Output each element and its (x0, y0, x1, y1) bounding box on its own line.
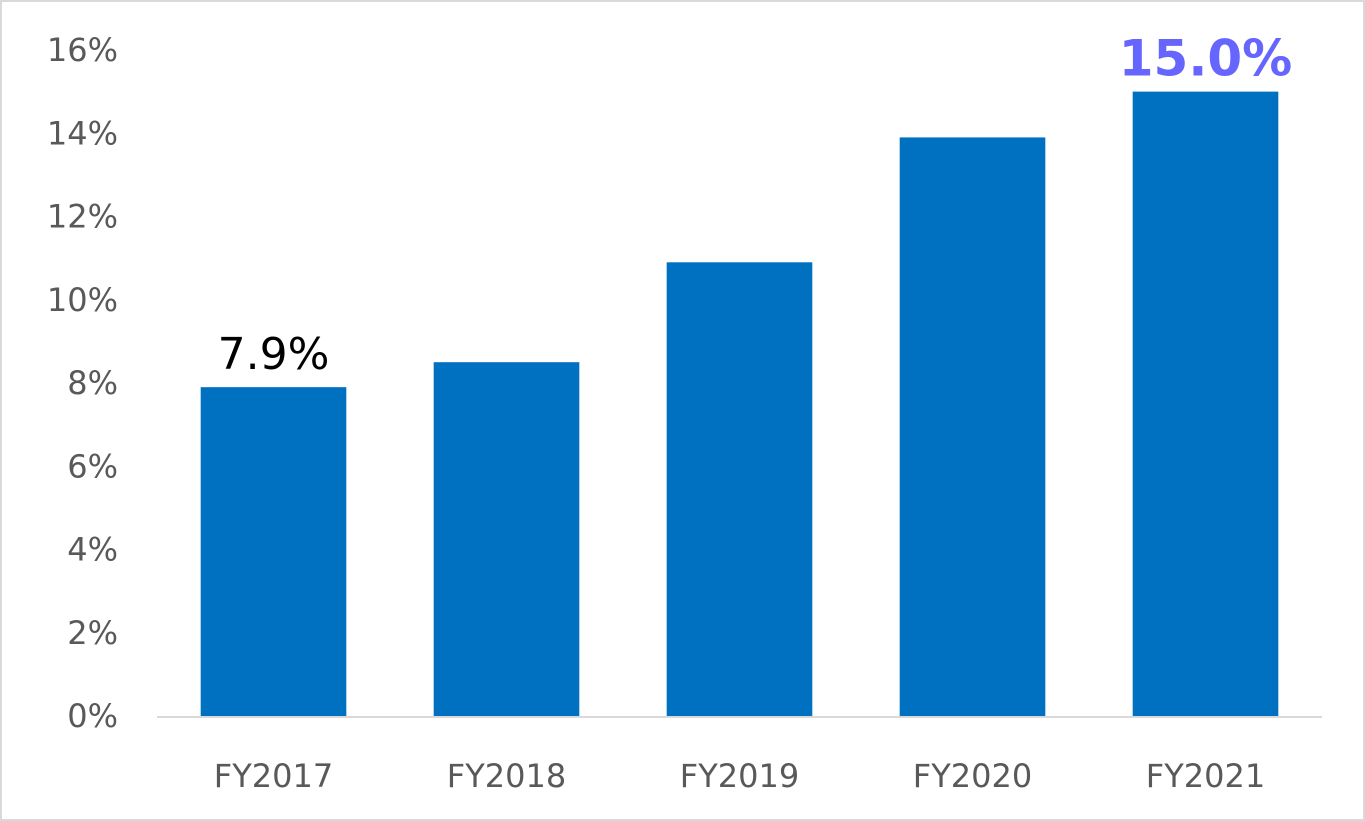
y-tick-label: 6% (67, 447, 118, 485)
y-tick-label: 8% (67, 364, 118, 402)
y-tick-label: 2% (67, 614, 118, 652)
x-category-label: FY2021 (1146, 757, 1265, 795)
y-tick-label: 10% (47, 281, 118, 319)
x-axis-categories: FY2017 FY2018 FY2019 FY2020 FY2021 (214, 757, 1265, 795)
bar-fy2017 (200, 387, 347, 716)
bar-fy2021 (1132, 91, 1279, 716)
y-axis-ticks: 0% 2% 4% 6% 8% 10% 12% 14% 16% (47, 31, 118, 735)
data-label-fy2021: 15.0% (1119, 30, 1292, 88)
x-category-label: FY2017 (214, 757, 333, 795)
y-tick-label: 0% (67, 697, 118, 735)
bar-fy2019 (666, 262, 813, 716)
data-label-fy2017: 7.9% (218, 329, 330, 380)
y-tick-label: 4% (67, 531, 118, 569)
y-tick-label: 16% (47, 31, 118, 69)
x-category-label: FY2018 (447, 757, 566, 795)
x-category-label: FY2020 (913, 757, 1032, 795)
x-category-label: FY2019 (680, 757, 799, 795)
bar-fy2020 (899, 137, 1046, 717)
bar-fy2018 (433, 362, 580, 716)
data-labels: 7.9% 15.0% (218, 30, 1293, 381)
bars (200, 91, 1279, 717)
y-tick-label: 12% (47, 198, 118, 236)
y-tick-label: 14% (47, 114, 118, 152)
